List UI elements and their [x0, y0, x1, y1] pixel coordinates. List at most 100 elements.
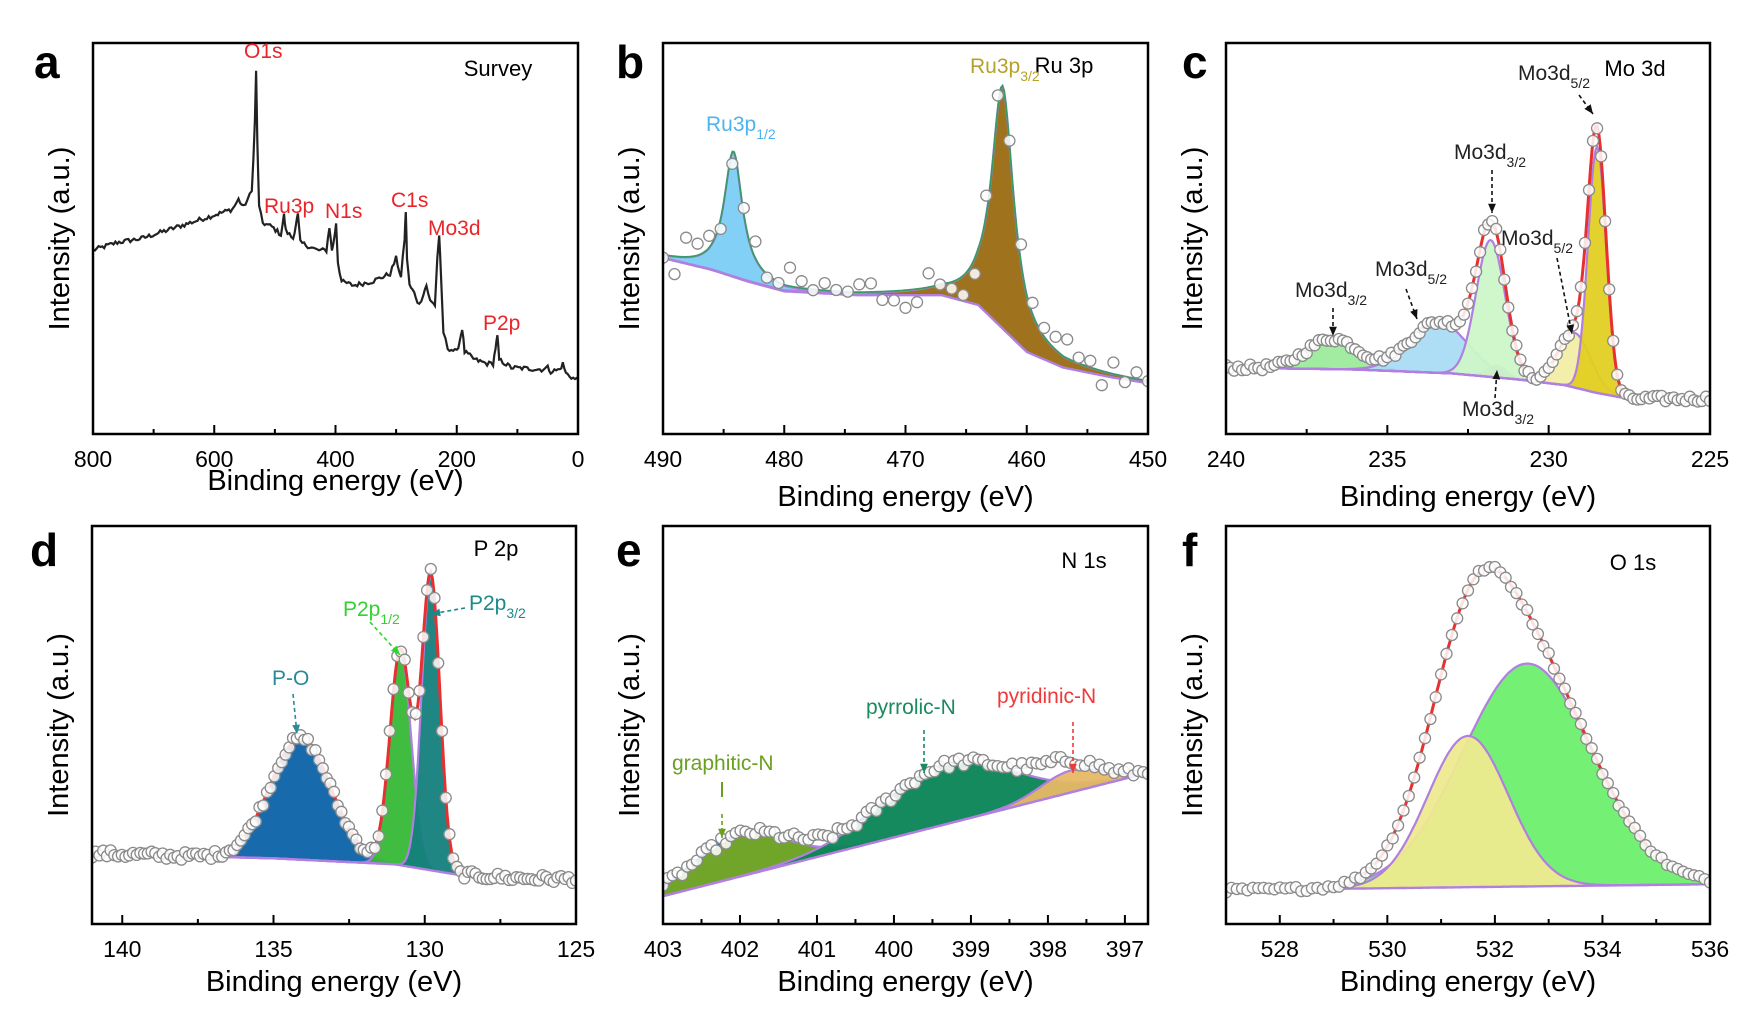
panel-letter-a: a — [34, 36, 60, 88]
annotation-label: N1s — [325, 200, 362, 223]
data-point — [668, 267, 681, 281]
data-point — [933, 278, 947, 291]
y-axis-label: Intensity (a.u.) — [614, 147, 646, 331]
data-point — [372, 830, 385, 843]
data-point — [1564, 697, 1577, 710]
data-point — [772, 276, 785, 290]
data-point — [826, 831, 839, 845]
x-tick-label: 470 — [886, 446, 924, 472]
data-point — [830, 283, 843, 297]
plot-area — [663, 83, 1148, 392]
x-tick-label: 401 — [798, 936, 836, 962]
component-fill-1 — [663, 152, 1148, 384]
data-point — [383, 724, 396, 738]
background-line — [663, 256, 1148, 385]
data-point — [1521, 603, 1534, 617]
annotation-label: Ru3p1/2 — [706, 113, 776, 142]
annotation-label-text: P2p — [343, 598, 380, 621]
arrow-head-icon — [920, 763, 928, 773]
data-point — [1130, 366, 1143, 379]
data-point — [1107, 356, 1120, 369]
annotation-arrow — [1556, 257, 1573, 335]
panel-f: 528 530 532 534 536 Binding energy (eV) Intens… — [1177, 524, 1729, 998]
data-point — [1003, 134, 1016, 147]
data-point — [1590, 122, 1604, 135]
data-point — [1617, 806, 1631, 819]
data-point — [413, 684, 426, 697]
data-point — [439, 791, 452, 804]
annotation-label-text: pyrrolic-N — [866, 696, 956, 719]
data-point — [1562, 329, 1575, 342]
y-axis-label: Intensity (a.u.) — [44, 147, 76, 331]
annotation-label-text: P2p — [483, 312, 520, 335]
annotation-label: P2p — [483, 312, 520, 335]
x-tick-label: 240 — [1207, 446, 1245, 472]
data-point — [249, 815, 262, 828]
x-tick-label: 400 — [316, 446, 354, 472]
annotation-label-text: pyridinic-N — [997, 685, 1096, 708]
data-point — [1413, 751, 1426, 764]
x-axis-label: Binding energy (eV) — [777, 966, 1033, 998]
data-point — [435, 724, 449, 738]
data-point — [1499, 571, 1512, 584]
data-point — [783, 261, 797, 274]
data-point — [991, 89, 1005, 102]
annotation-label-text: P2p — [469, 592, 506, 615]
data-point — [1607, 334, 1620, 348]
x-axis-label: Binding energy (eV) — [1340, 481, 1596, 513]
data-point — [679, 231, 693, 244]
annotation-label-subscript: 5/2 — [1428, 271, 1448, 287]
data-point — [1141, 767, 1148, 781]
data-point — [1703, 876, 1710, 889]
plot-area — [1226, 122, 1710, 408]
annotation-label: Ru3p3/2 — [970, 55, 1040, 84]
x-tick-label: 536 — [1691, 936, 1729, 962]
data-point — [1391, 819, 1405, 832]
plot-area — [92, 562, 576, 890]
panel-title: Ru 3p — [1035, 53, 1094, 78]
y-axis-label: Intensity (a.u.) — [1177, 633, 1209, 817]
annotation-label-subscript: 3/2 — [1020, 68, 1040, 84]
data-point — [1456, 597, 1469, 610]
panel-letter-d: d — [30, 524, 58, 576]
data-point — [420, 584, 434, 597]
data-point — [1490, 222, 1503, 236]
annotation-label-subscript: 3/2 — [1515, 411, 1535, 427]
data-point — [1461, 297, 1475, 310]
data-point — [1440, 647, 1453, 660]
data-point — [1072, 351, 1085, 364]
annotation-label-text: C1s — [391, 189, 428, 212]
data-point — [818, 276, 831, 290]
data-point — [1451, 612, 1464, 625]
data-point — [1601, 777, 1614, 790]
data-point — [749, 235, 762, 248]
annotation-label: Mo3d5/2 — [1518, 62, 1590, 91]
x-axis-label: Binding energy (eV) — [207, 465, 463, 497]
fit-envelope-line — [663, 83, 1148, 382]
x-tick-label: 530 — [1368, 936, 1406, 962]
panel-title: Mo 3d — [1604, 56, 1665, 81]
x-tick-label: 400 — [875, 936, 913, 962]
component-fill-1 — [1226, 338, 1710, 399]
data-point — [569, 874, 576, 887]
panel-e: 403 402 401 400 399 398 397 Binding energy (eV)… — [614, 524, 1150, 998]
data-point — [379, 768, 393, 781]
data-point — [1141, 375, 1148, 388]
data-point — [1461, 584, 1475, 597]
arrow-head-icon — [431, 608, 441, 617]
annotation-label-text: Mo3d — [1501, 227, 1554, 250]
data-point — [1542, 646, 1555, 660]
x-tick-label: 398 — [1029, 936, 1067, 962]
component-fill-3 — [663, 769, 1148, 897]
annotation-label-subscript: 3/2 — [506, 605, 526, 621]
arrow-head-icon — [1410, 309, 1418, 319]
data-point — [1703, 394, 1710, 408]
x-tick-label: 450 — [1129, 446, 1167, 472]
data-point — [1429, 691, 1442, 704]
data-point — [327, 785, 341, 798]
data-point — [1603, 283, 1616, 296]
data-point — [1547, 662, 1561, 675]
component-fill-6 — [1226, 146, 1710, 399]
data-point — [1402, 789, 1415, 803]
data-point — [1037, 321, 1051, 335]
